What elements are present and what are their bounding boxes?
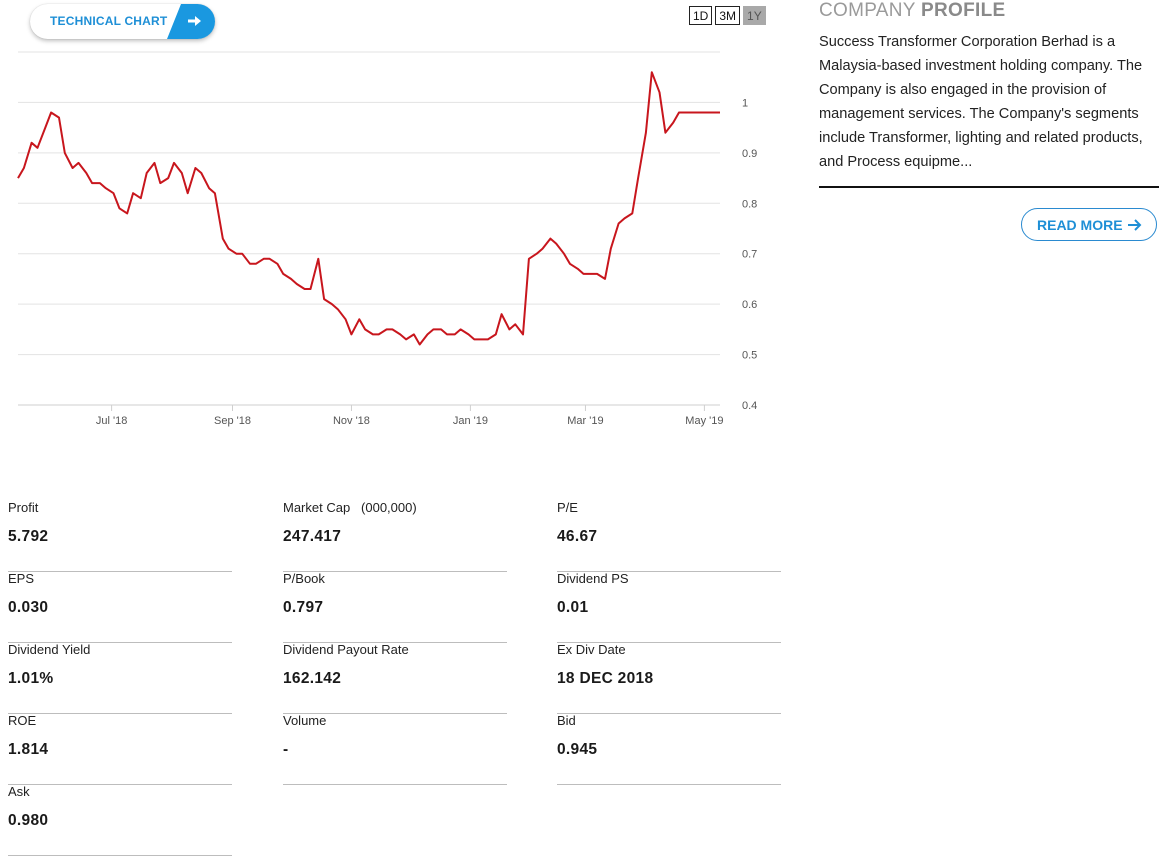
stat-market-cap: Market Cap (000,000) 247.417 [283,500,507,572]
read-more-label: READ MORE [1037,217,1123,233]
stat-label: Dividend Payout Rate [283,642,409,657]
x-tick-label: Jul '18 [96,415,127,427]
technical-chart-arrow [167,4,215,39]
stat-label: Profit [8,500,39,515]
stat-value: - [283,741,289,758]
x-tick-label: Mar '19 [567,415,603,427]
chart-series [17,71,720,346]
y-tick-label: 0.4 [742,400,757,412]
profile-divider [819,186,1159,188]
price-line [17,71,720,346]
profile-title-light: COMPANY [819,0,916,21]
profile-description: Success Transformer Corporation Berhad i… [819,34,1143,170]
stat-label: Ex Div Date [557,642,626,657]
company-profile: COMPANY PROFILE Success Transformer Corp… [819,0,1159,241]
y-axis: 0.4 0.5 0.6 0.7 0.8 0.9 1 [742,97,757,412]
stat-value: 46.67 [557,528,598,545]
technical-chart-button[interactable]: TECHNICAL CHART [30,4,215,39]
stat-value: 1.01% [8,670,54,687]
stat-p-book: P/Book 0.797 [283,571,507,643]
stat-value: 18 DEC 2018 [557,670,654,687]
stat-label: Bid [557,713,576,728]
stat-roe: ROE 1.814 [8,713,232,785]
chart-grid [18,51,720,406]
y-tick-label: 1 [742,97,748,109]
stat-value: 0.01 [557,599,589,616]
stat-bid: Bid 0.945 [557,713,781,785]
stat-label: Volume [283,713,327,728]
arrow-right-icon [188,16,201,26]
y-tick-label: 0.6 [742,299,757,311]
stat-value: 0.030 [8,599,49,616]
stat-ask: Ask 0.980 [8,784,232,856]
stat-dividend-ps: Dividend PS 0.01 [557,571,781,643]
stat-value: 1.814 [8,741,49,758]
profile-title: COMPANY PROFILE [819,0,1159,22]
x-tick-label: Nov '18 [333,415,370,427]
arrow-right-icon [1128,219,1142,231]
y-tick-label: 0.5 [742,350,757,362]
y-tick-label: 0.9 [742,148,757,160]
stat-value: 0.797 [283,599,324,616]
stat-volume: Volume - [283,713,507,785]
y-tick-label: 0.8 [742,198,757,210]
stat-dividend-yield: Dividend Yield 1.01% [8,642,232,714]
stat-eps: EPS 0.030 [8,571,232,643]
stat-value: 0.980 [8,812,49,829]
x-tick-label: Sep '18 [214,415,251,427]
range-button-1y[interactable]: 1Y [743,6,766,25]
stat-label: Dividend Yield [8,642,91,657]
stat-label: Ask [8,784,30,799]
stat-label: P/Book [283,571,325,586]
x-tick-label: May '19 [685,415,723,427]
stat-dividend-payout-rate: Dividend Payout Rate 162.142 [283,642,507,714]
stat-pe: P/E 46.67 [557,500,781,572]
technical-chart-label: TECHNICAL CHART [50,14,168,28]
stat-profit: Profit 5.792 [8,500,232,572]
range-button-3m[interactable]: 3M [715,6,741,25]
price-chart: 0.4 0.5 0.6 0.7 0.8 0.9 1 Jul '18 Sep '18 Nov '1… [17,51,757,427]
stat-label: Market Cap (000,000) [283,500,417,515]
stat-value: 0.945 [557,741,598,758]
stat-label: P/E [557,500,578,515]
x-tick-label: Jan '19 [453,415,488,427]
range-selector: 1D 3M 1Y [689,6,766,25]
stat-ex-div-date: Ex Div Date 18 DEC 2018 [557,642,781,714]
stat-label: ROE [8,713,37,728]
x-axis: Jul '18 Sep '18 Nov '18 Jan '19 Mar '19 May '… [96,405,723,427]
stat-value: 5.792 [8,528,49,545]
y-tick-label: 0.7 [742,249,757,261]
stat-label: Dividend PS [557,571,629,586]
range-button-1d[interactable]: 1D [689,6,713,25]
stat-label: EPS [8,571,35,586]
read-more-button[interactable]: READ MORE [1021,208,1157,241]
stat-value: 162.142 [283,670,342,687]
stat-value: 247.417 [283,528,342,545]
profile-title-bold: PROFILE [921,0,1006,21]
